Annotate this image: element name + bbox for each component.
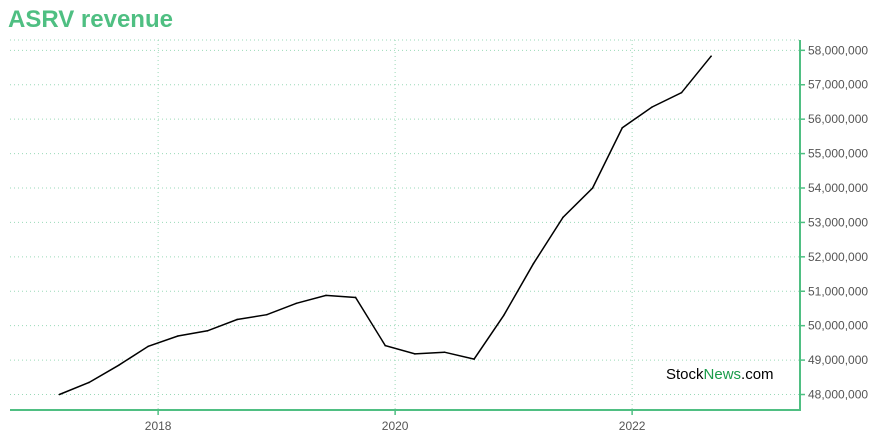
revenue-point xyxy=(621,126,624,129)
y-tick-label: 52,000,000 xyxy=(808,250,868,264)
watermark-news: News xyxy=(704,366,742,383)
watermark: StockNews.com xyxy=(666,366,774,383)
revenue-line xyxy=(59,55,712,396)
revenue-point xyxy=(680,91,683,94)
revenue-point xyxy=(88,381,90,384)
revenue-point xyxy=(502,314,505,317)
y-tick-label: 54,000,000 xyxy=(808,181,868,195)
tick-labels: 48,000,000 49,000,000 50,000,000 51,000,000… xyxy=(145,43,869,433)
revenue-point xyxy=(295,302,298,305)
revenue-point xyxy=(710,55,712,57)
y-tick-label: 53,000,000 xyxy=(808,215,868,229)
revenue-point xyxy=(443,351,446,353)
x-tick-label: 2020 xyxy=(382,419,409,433)
revenue-point xyxy=(206,330,209,332)
x-tick-label: 2022 xyxy=(619,419,646,433)
revenue-point xyxy=(591,187,594,189)
revenue-point xyxy=(265,313,268,316)
revenue-point xyxy=(532,262,535,265)
y-tick-label: 48,000,000 xyxy=(808,388,868,402)
revenue-point xyxy=(236,318,238,321)
revenue-point xyxy=(58,393,61,396)
watermark-dotcom: .com xyxy=(741,366,774,383)
chart-title: ASRV revenue xyxy=(8,6,173,33)
series-layer xyxy=(58,55,712,396)
revenue-point xyxy=(325,294,327,297)
revenue-point xyxy=(354,296,357,299)
y-tick-label: 56,000,000 xyxy=(808,112,868,126)
revenue-point xyxy=(651,106,653,108)
y-tick-label: 55,000,000 xyxy=(808,147,868,161)
y-tick-label: 49,000,000 xyxy=(808,353,868,367)
y-tick-label: 51,000,000 xyxy=(808,284,868,298)
axis-layer xyxy=(10,40,805,415)
revenue-point xyxy=(473,358,475,360)
y-tick-label: 58,000,000 xyxy=(808,43,868,57)
revenue-point xyxy=(117,364,120,367)
x-tick-label: 2018 xyxy=(145,419,172,433)
revenue-point xyxy=(147,345,150,348)
revenue-point xyxy=(414,353,416,355)
y-tick-label: 57,000,000 xyxy=(808,78,868,92)
revenue-point xyxy=(384,344,387,347)
watermark-stock: Stock xyxy=(666,366,704,383)
revenue-point xyxy=(177,335,179,337)
grid-layer xyxy=(10,39,800,410)
revenue-point xyxy=(562,216,564,219)
y-tick-label: 50,000,000 xyxy=(808,319,868,333)
